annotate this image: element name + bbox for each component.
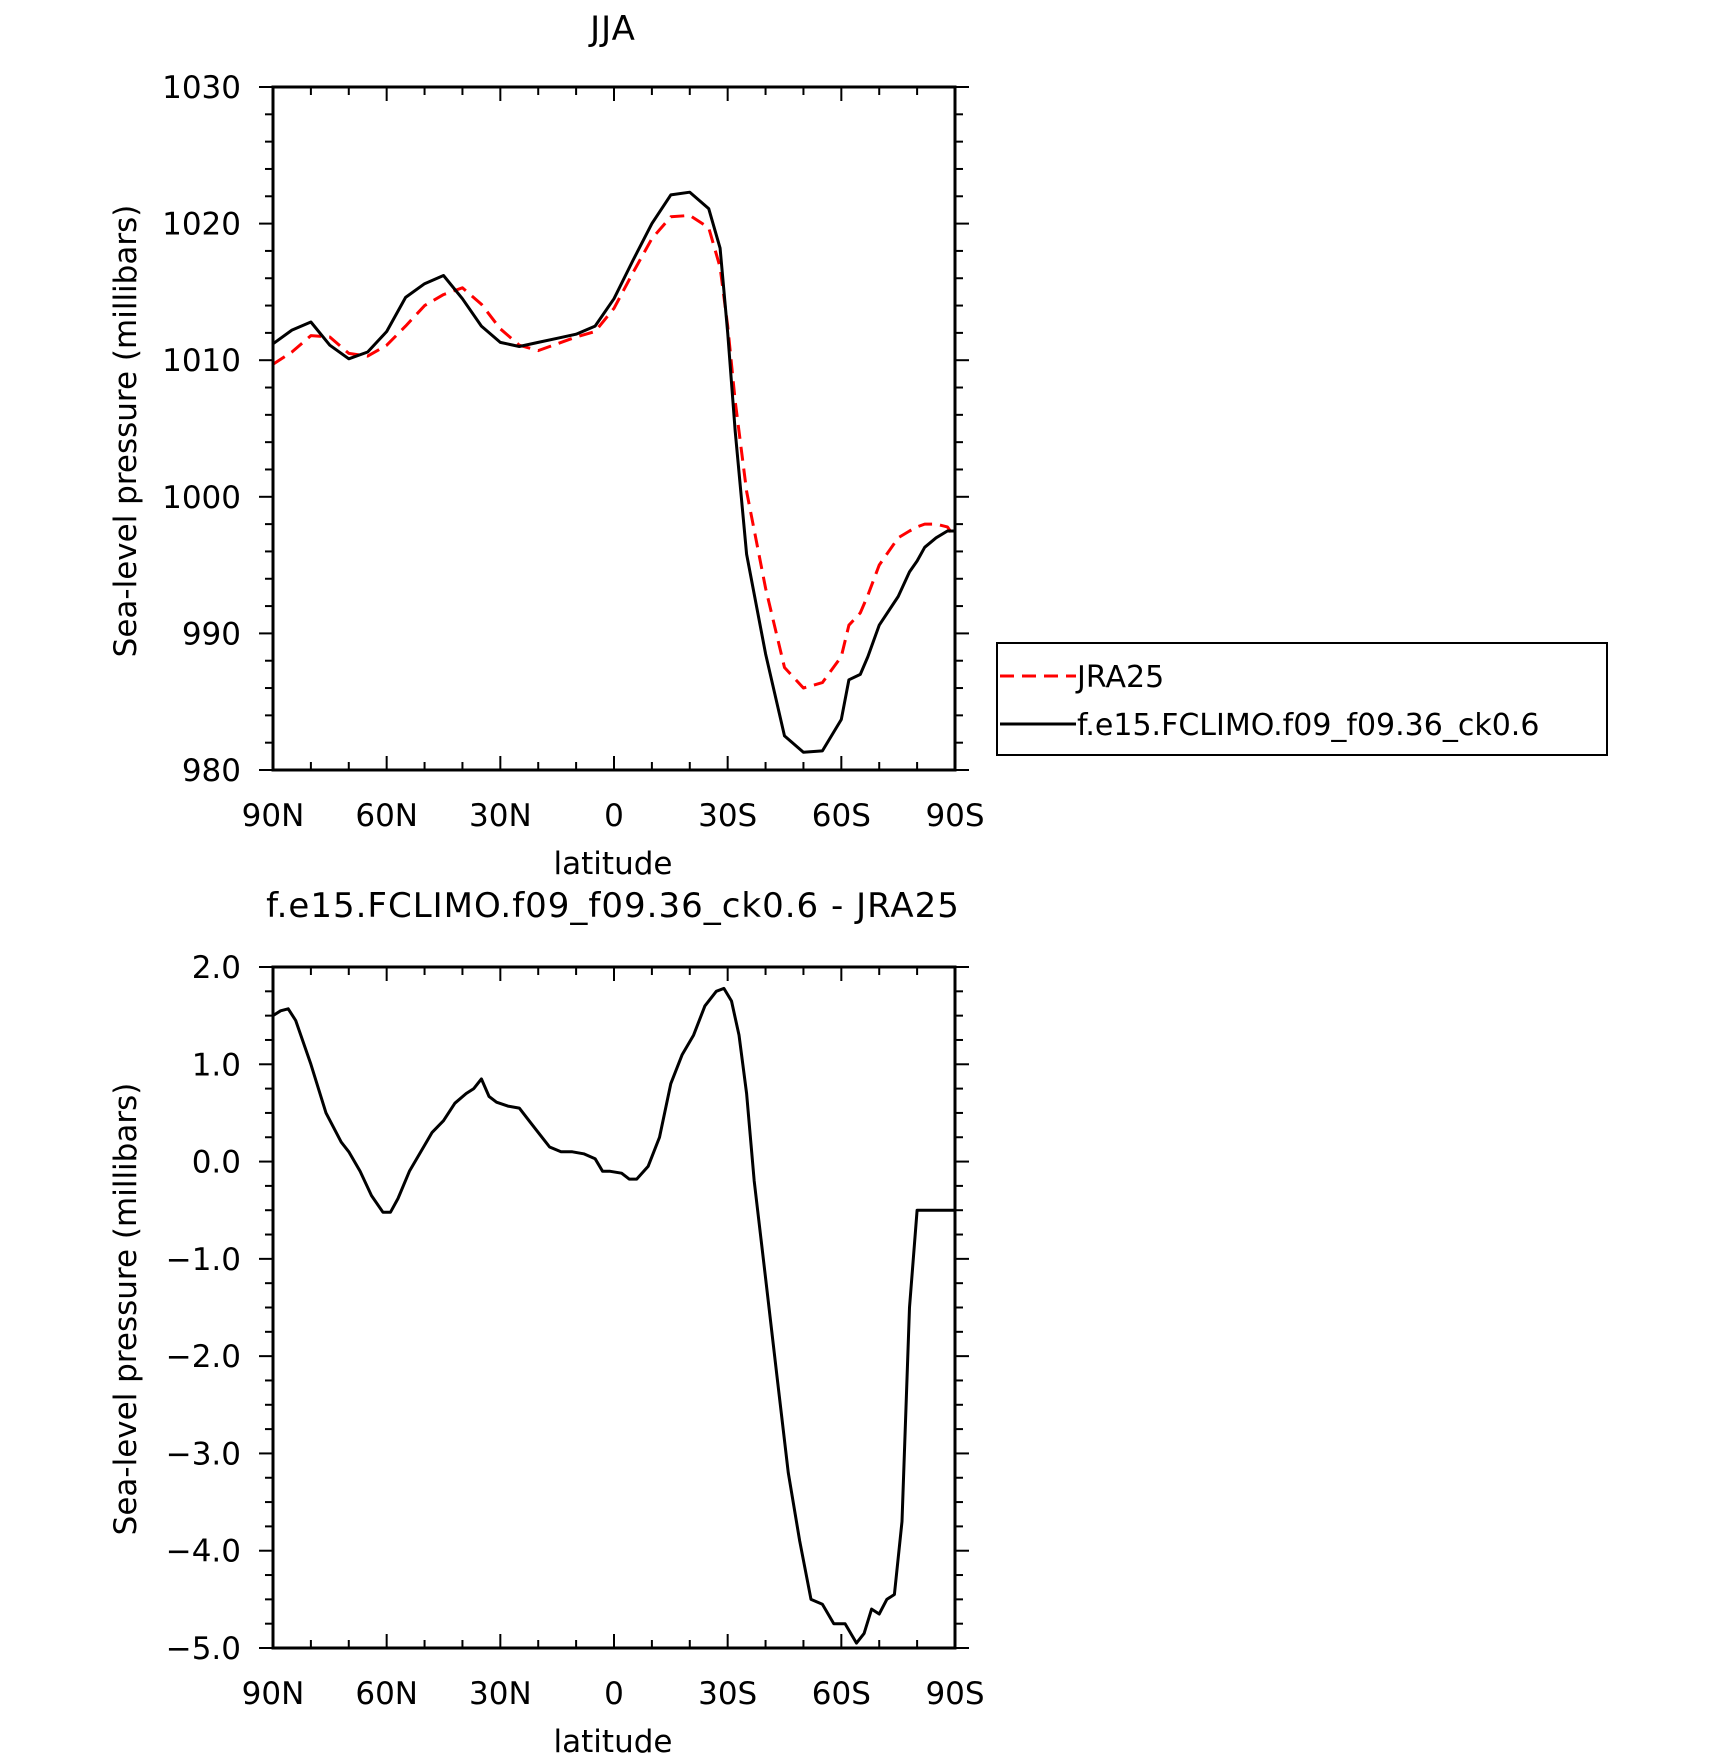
legend-box: [996, 642, 1608, 756]
top-x-axis-label: latitude: [554, 846, 673, 882]
bottom-series-0-line: [273, 986, 955, 1645]
bottom-y-tick-label: −2.0: [166, 1339, 241, 1375]
bottom-x-tick-label: 0: [604, 1676, 624, 1712]
bottom-chart-marks: [273, 986, 955, 1645]
bottom-y-tick-label: −4.0: [166, 1534, 241, 1570]
top-panel: JJA 90N 60N 30N 0 30S 60S 90S10301020101010009…: [108, 9, 985, 882]
top-chart-axes: 90N 60N 30N 0 30S 60S 90S 1030 1020 1010 1000 990 98…: [162, 70, 984, 834]
bottom-x-tick-label: 30S: [698, 1676, 757, 1712]
bottom-panel: f.e15.FCLIMO.f09_f09.36_ck0.6 - JRA25 90…: [108, 886, 985, 1756]
top-y-tick-label: 980: [182, 753, 241, 789]
top-x-tick-label: 30N: [469, 798, 532, 834]
bottom-y-tick-label: 2.0: [192, 950, 241, 986]
top-y-tick-label: 990: [182, 616, 241, 652]
bottom-chart-axes: 90N 60N 30N 0 30S 60S 90S 2.0 1.0 0.0 −1.0 −2.0 −3.0…: [166, 950, 985, 1712]
bottom-x-tick-label: 30N: [469, 1676, 532, 1712]
top-x-tick-label: 90N: [242, 798, 305, 834]
bottom-x-tick-label: 90S: [925, 1676, 984, 1712]
bottom-plot-frame: [271, 965, 957, 1650]
top-y-tick-label: 1020: [162, 207, 241, 243]
legend-label-model: f.e15.FCLIMO.f09_f09.36_ck0.6: [1077, 708, 1539, 743]
top-x-tick-label: 60N: [355, 798, 418, 834]
bottom-y-tick-label: 1.0: [192, 1047, 241, 1083]
top-x-tick-label: 90S: [925, 798, 984, 834]
top-y-tick-label: 1000: [162, 480, 241, 516]
bottom-y-axis-label: Sea-level pressure (millibars): [108, 1083, 144, 1536]
bottom-y-tick-label: 0.0: [192, 1145, 241, 1181]
top-y-axis-label: Sea-level pressure (millibars): [108, 205, 144, 658]
top-plot-frame: [271, 85, 957, 772]
top-y-tick-label: 1030: [162, 70, 241, 106]
top-x-tick-label: 60S: [812, 798, 871, 834]
top-series-0-line: [273, 213, 955, 690]
top-x-tick-label: 0: [604, 798, 624, 834]
top-chart-marks: [273, 190, 955, 754]
bottom-chart-title: f.e15.FCLIMO.f09_f09.36_ck0.6 - JRA25: [266, 886, 960, 926]
legend: JRA25 f.e15.FCLIMO.f09_f09.36_ck0.6: [996, 642, 1608, 756]
bottom-y-tick-label: −1.0: [166, 1242, 241, 1278]
bottom-x-tick-label: 60N: [355, 1676, 418, 1712]
bottom-x-axis-label: latitude: [554, 1724, 673, 1756]
top-y-tick-label: 1010: [162, 343, 241, 379]
bottom-y-tick-label: −3.0: [166, 1436, 241, 1472]
top-series-1-line: [273, 190, 955, 754]
legend-label-jra25: JRA25: [1075, 660, 1164, 695]
bottom-y-tick-label: −5.0: [166, 1631, 241, 1667]
top-x-tick-label: 30S: [698, 798, 757, 834]
bottom-x-tick-label: 60S: [812, 1676, 871, 1712]
bottom-x-tick-label: 90N: [242, 1676, 305, 1712]
top-chart-title: JJA: [588, 9, 636, 49]
